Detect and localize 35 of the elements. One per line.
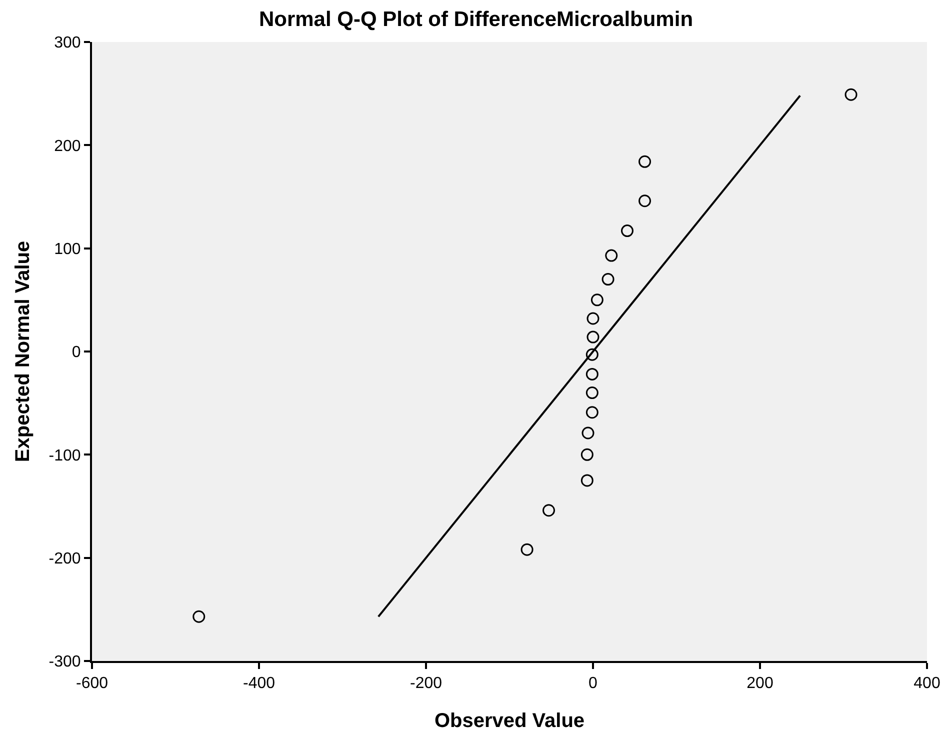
point <box>586 368 598 380</box>
chart-title: Normal Q-Q Plot of DifferenceMicroalbumin <box>258 8 694 31</box>
x-tick-label: 400 <box>914 675 940 692</box>
y-tick-label: -300 <box>48 654 81 671</box>
point <box>520 543 534 556</box>
y-tick-label: 300 <box>54 34 81 52</box>
point <box>586 348 598 361</box>
point <box>586 312 600 325</box>
y-tick-label: 200 <box>54 138 81 155</box>
x-tick-label: -200 <box>410 675 442 692</box>
point <box>586 406 598 419</box>
point <box>586 330 600 344</box>
y-axis-title: Expected Normal Value <box>12 240 34 462</box>
x-tick-label: 0 <box>588 675 598 692</box>
point <box>602 273 614 286</box>
point <box>605 249 618 262</box>
point <box>590 294 604 306</box>
x-axis-title: Observed Value <box>434 710 585 732</box>
y-tick-label: -100 <box>48 447 81 464</box>
point <box>638 155 652 168</box>
point <box>638 194 652 208</box>
x-tick-label: -600 <box>76 675 108 692</box>
x-tick-label: 200 <box>746 675 774 692</box>
point <box>586 386 598 400</box>
point <box>580 448 594 461</box>
y-tick-label: -200 <box>48 550 81 568</box>
point <box>192 610 206 623</box>
x-tick-label: -400 <box>242 675 276 692</box>
point <box>580 474 594 487</box>
point <box>542 504 555 517</box>
point <box>620 224 634 238</box>
y-tick-label: 0 <box>72 344 81 362</box>
point <box>844 88 858 101</box>
y-tick-label: 100 <box>54 240 81 258</box>
point <box>582 426 594 440</box>
